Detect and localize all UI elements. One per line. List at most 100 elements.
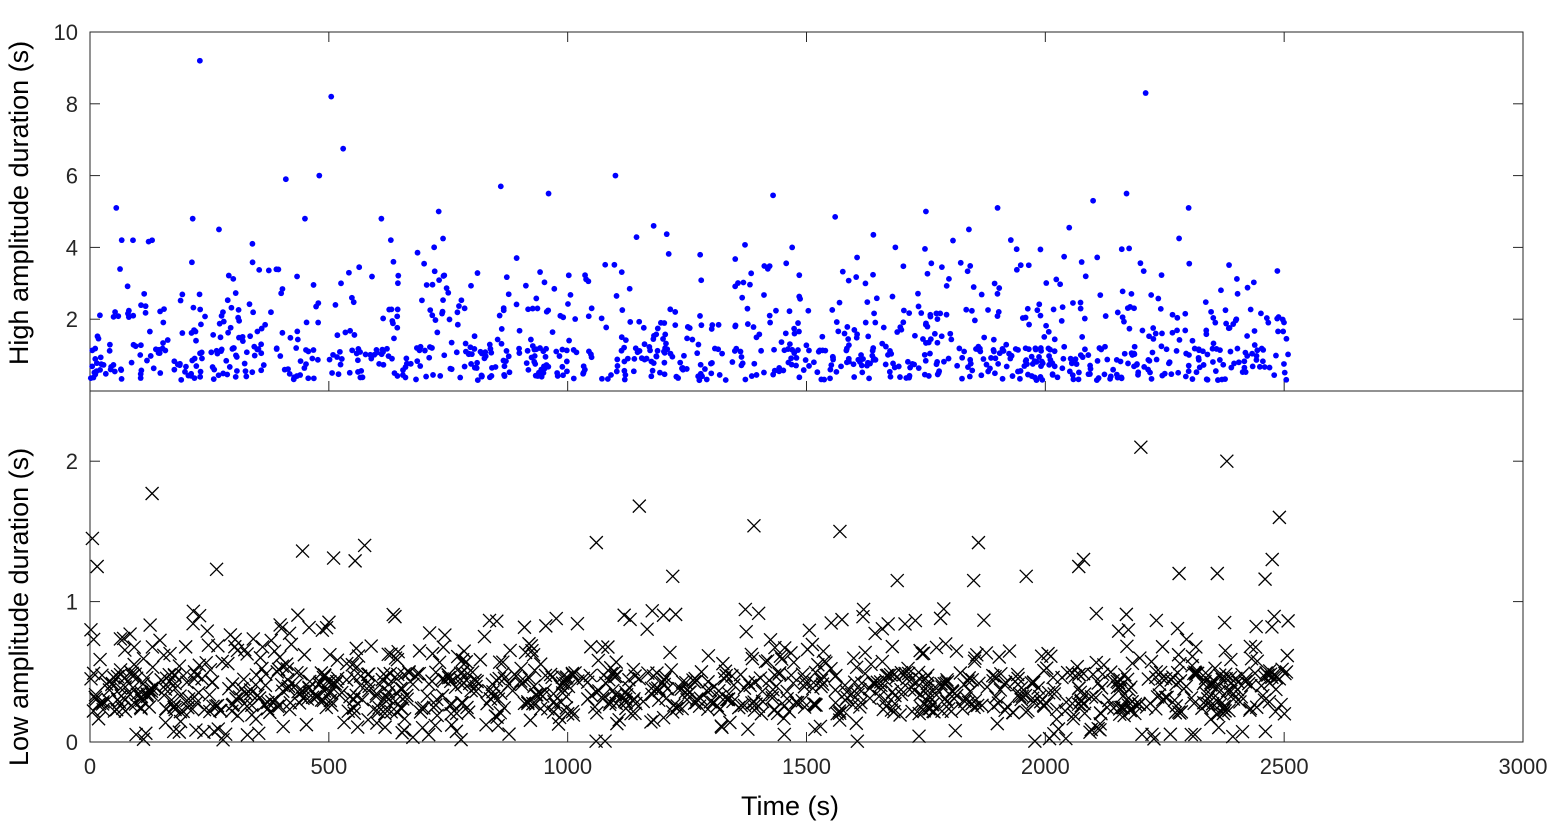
high-amplitude-point xyxy=(1047,346,1053,353)
low-amplitude-point xyxy=(455,652,470,667)
high-amplitude-point xyxy=(273,345,280,352)
top-y-tick-label: 2 xyxy=(66,307,78,332)
high-amplitude-point xyxy=(1046,353,1052,359)
high-amplitude-point xyxy=(613,293,620,299)
high-amplitude-point xyxy=(358,367,365,374)
low-amplitude-point xyxy=(1249,700,1264,715)
high-amplitude-point xyxy=(315,319,322,326)
low-amplitude-point xyxy=(1272,510,1287,525)
high-amplitude-point xyxy=(241,360,248,367)
high-amplitude-point xyxy=(582,272,588,279)
low-amplitude-point xyxy=(258,678,273,693)
high-amplitude-point xyxy=(353,350,360,357)
high-amplitude-point xyxy=(750,324,757,330)
high-amplitude-point xyxy=(1168,371,1175,378)
high-amplitude-point xyxy=(225,329,232,336)
low-amplitude-point xyxy=(969,647,984,662)
high-amplitude-point xyxy=(737,348,744,355)
low-amplitude-point xyxy=(91,711,106,726)
low-amplitude-point xyxy=(612,712,627,727)
high-amplitude-point xyxy=(796,374,803,381)
low-amplitude-point xyxy=(798,676,813,691)
low-amplitude-point xyxy=(237,696,252,711)
high-amplitude-point xyxy=(950,237,956,244)
low-amplitude-point xyxy=(617,694,632,708)
low-amplitude-point xyxy=(890,573,905,588)
high-amplitude-point xyxy=(215,372,222,379)
high-amplitude-point xyxy=(1210,314,1217,321)
high-amplitude-point xyxy=(474,377,481,384)
high-amplitude-point xyxy=(316,172,323,179)
low-amplitude-point xyxy=(517,696,532,711)
low-amplitude-point xyxy=(898,616,912,631)
high-amplitude-point xyxy=(922,321,929,328)
high-amplitude-point xyxy=(827,375,833,382)
high-amplitude-point xyxy=(356,264,363,271)
low-amplitude-point xyxy=(1088,690,1103,705)
low-amplitude-point xyxy=(1059,695,1074,710)
high-amplitude-point xyxy=(897,374,903,380)
high-amplitude-point xyxy=(1043,280,1050,286)
high-amplitude-point xyxy=(559,363,566,370)
high-amplitude-point xyxy=(1003,341,1010,348)
high-amplitude-point xyxy=(488,349,495,356)
high-amplitude-point xyxy=(534,305,541,312)
low-amplitude-point xyxy=(885,684,900,699)
low-amplitude-point xyxy=(524,638,539,653)
high-amplitude-point xyxy=(335,371,342,378)
low-amplitude-point xyxy=(807,722,822,737)
high-amplitude-point xyxy=(293,345,300,351)
high-amplitude-point xyxy=(1072,356,1079,363)
high-amplitude-point xyxy=(329,370,335,376)
high-amplitude-point xyxy=(265,267,272,274)
high-amplitude-point xyxy=(1037,373,1044,380)
high-amplitude-point xyxy=(732,322,739,329)
high-amplitude-point xyxy=(946,275,952,282)
high-amplitude-point xyxy=(770,192,776,199)
high-amplitude-point xyxy=(937,310,944,317)
high-amplitude-point xyxy=(1166,359,1173,366)
high-amplitude-point xyxy=(416,347,423,354)
high-amplitude-point xyxy=(525,306,532,313)
high-amplitude-point xyxy=(996,285,1003,291)
high-amplitude-point xyxy=(516,345,522,352)
high-amplitude-point xyxy=(440,297,446,304)
high-amplitude-point xyxy=(142,303,149,310)
high-amplitude-point xyxy=(1263,315,1270,321)
low-amplitude-point xyxy=(197,702,212,717)
low-amplitude-point xyxy=(388,609,402,624)
high-amplitude-point xyxy=(1066,224,1073,231)
low-amplitude-point xyxy=(1260,668,1275,683)
low-amplitude-point xyxy=(737,681,752,696)
high-amplitude-point xyxy=(524,347,531,354)
high-amplitude-point xyxy=(805,307,812,314)
low-amplitude-point xyxy=(1223,670,1238,685)
low-amplitude-point xyxy=(710,698,725,713)
high-amplitude-point xyxy=(549,329,556,336)
high-amplitude-point xyxy=(788,361,795,368)
high-amplitude-point xyxy=(870,231,877,238)
low-amplitude-point xyxy=(437,628,452,642)
low-amplitude-point xyxy=(939,676,954,691)
low-amplitude-point xyxy=(382,691,396,706)
high-amplitude-point xyxy=(771,367,778,374)
high-amplitude-point xyxy=(1126,245,1133,252)
low-amplitude-point xyxy=(234,681,249,696)
high-amplitude-point xyxy=(1076,369,1082,376)
high-amplitude-point xyxy=(390,258,397,265)
high-amplitude-point xyxy=(387,237,394,244)
high-amplitude-point xyxy=(432,317,439,323)
low-amplitude-point xyxy=(666,698,681,713)
low-amplitude-point xyxy=(1076,552,1091,567)
high-amplitude-point xyxy=(1174,314,1181,321)
high-amplitude-point xyxy=(661,371,668,378)
high-amplitude-point xyxy=(793,355,800,361)
high-amplitude-point xyxy=(992,355,999,362)
high-amplitude-point xyxy=(193,337,199,344)
high-amplitude-point xyxy=(854,254,860,261)
high-amplitude-point xyxy=(1217,347,1223,354)
high-amplitude-point xyxy=(1249,363,1256,370)
high-amplitude-point xyxy=(748,373,755,379)
low-amplitude-point xyxy=(178,639,193,654)
